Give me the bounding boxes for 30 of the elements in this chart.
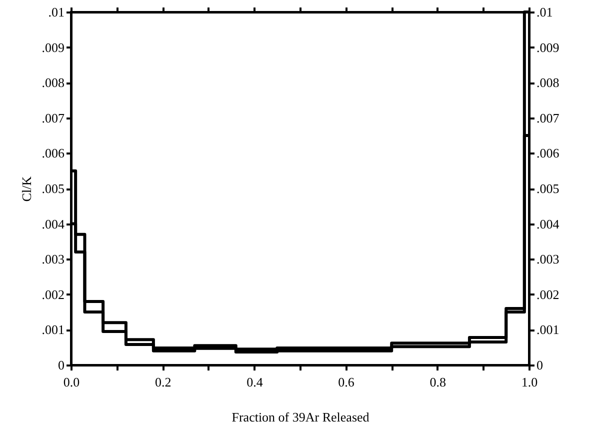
y2-tick-label: .004 — [536, 216, 560, 232]
y2-tick-label: .003 — [536, 252, 560, 267]
x-axis-title: Fraction of 39Ar Released — [232, 410, 370, 424]
y-tick-label: .004 — [42, 216, 65, 232]
y2-tick-label: .001 — [536, 322, 560, 338]
y-tick-label: .005 — [42, 181, 64, 196]
y2-tick-label: .008 — [536, 75, 560, 90]
x-tick-label: 0.0 — [63, 374, 80, 390]
x-tick-label: 0.2 — [154, 374, 172, 390]
y2-tick-label: .009 — [536, 40, 560, 55]
y-axis-title: Cl/K — [18, 176, 34, 202]
x-tick-label: 0.4 — [246, 374, 264, 390]
y2-tick-label: 0 — [536, 358, 543, 372]
y2-tick-label: .005 — [536, 181, 560, 196]
x-tick-label: 1.0 — [521, 374, 538, 390]
y-tick-label: .009 — [42, 40, 64, 55]
y2-tick-label: .007 — [536, 110, 560, 126]
y2-tick-label: .002 — [536, 286, 560, 302]
y-tick-label: .001 — [42, 322, 64, 338]
y2-tick-label: .01 — [536, 4, 553, 20]
y2-tick-label: .006 — [536, 146, 560, 161]
x-tick-label: 0.8 — [430, 374, 446, 390]
y-tick-label: .01 — [48, 4, 64, 20]
y-tick-label: 0 — [58, 358, 64, 372]
y-tick-label: .003 — [42, 252, 64, 267]
y-tick-label: .006 — [42, 146, 65, 161]
y-tick-label: .008 — [42, 75, 64, 90]
y-tick-label: .002 — [42, 286, 64, 302]
x-tick-label: 0.6 — [338, 374, 355, 390]
y-tick-label: .007 — [42, 110, 65, 126]
